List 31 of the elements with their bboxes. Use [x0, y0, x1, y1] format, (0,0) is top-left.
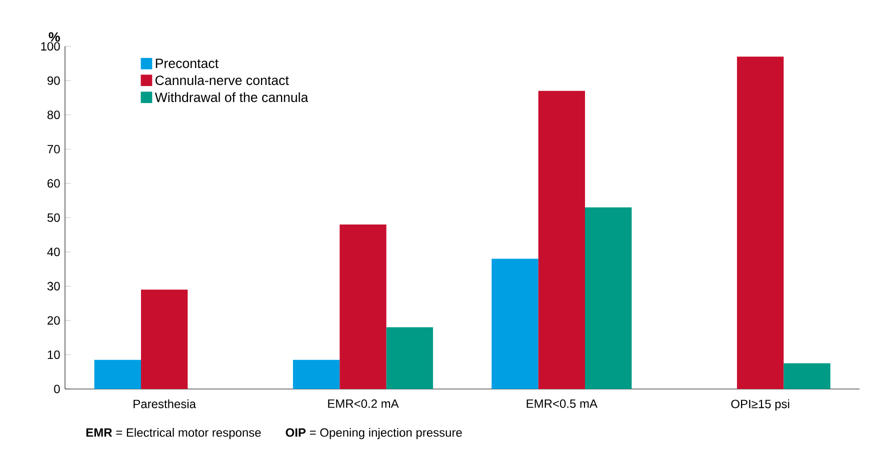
y-tick-label: 90: [48, 76, 60, 85]
bar: [94, 360, 141, 389]
bar: [585, 207, 632, 389]
bar: [292, 360, 340, 389]
y-tick-label: 70: [48, 144, 60, 154]
x-tick-label: OPI≥15 psi: [731, 399, 790, 411]
bar: [340, 224, 386, 389]
x-tick-label: Paresthesia: [134, 399, 196, 408]
legend-label: Precontact: [156, 58, 218, 68]
bar: [492, 258, 538, 389]
text: EMR = Electrical motor response: [86, 428, 261, 440]
y-tick-label: 30: [47, 282, 60, 290]
x-tick-label: EMR<0.5 mA: [526, 399, 598, 408]
y-axis-title: %: [48, 32, 60, 42]
x-tick-label: EMR<0.2 mA: [328, 399, 399, 408]
bar: [141, 290, 188, 389]
legend-label: Cannula-nerve contact: [156, 75, 289, 86]
y-tick-label: 20: [48, 316, 60, 325]
y-tick-label: 80: [47, 110, 60, 120]
bar: [538, 90, 586, 389]
y-tick-label: 50: [47, 213, 60, 222]
y-tick-label: 40: [47, 248, 60, 256]
y-tick-label: 60: [48, 179, 60, 188]
text: OIP = Opening injection pressure: [286, 428, 462, 440]
bar: [784, 363, 830, 389]
y-tick-label: 10: [48, 350, 60, 359]
legend-label: Withdrawal of the cannula: [154, 92, 308, 102]
bar: [736, 56, 784, 389]
y-tick-label: 0: [54, 384, 60, 394]
bar: [386, 327, 434, 389]
y-tick-label: 100: [41, 42, 60, 51]
